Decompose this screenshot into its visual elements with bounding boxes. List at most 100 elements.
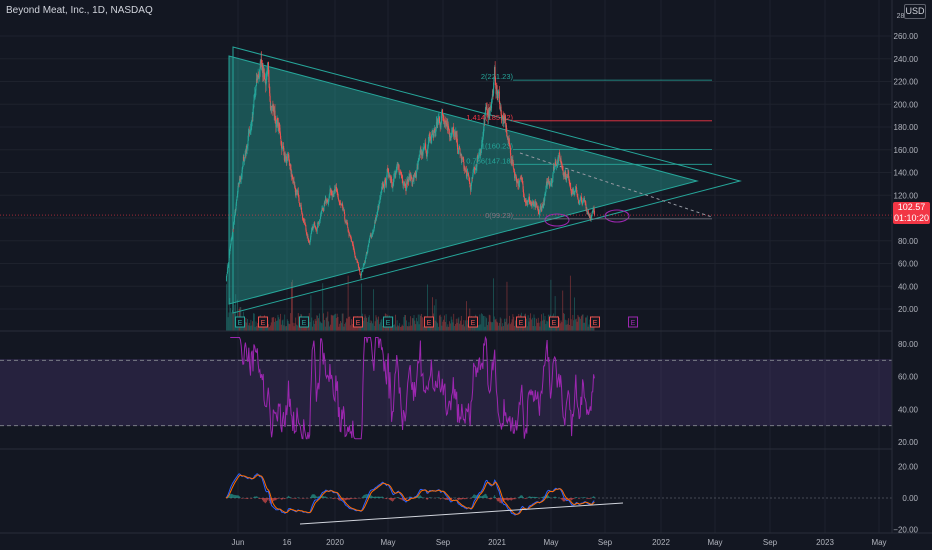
candle-body bbox=[507, 136, 509, 141]
candle-body bbox=[452, 128, 454, 132]
candle-body bbox=[593, 208, 595, 211]
macd-histogram-bar bbox=[311, 494, 313, 498]
macd-histogram-bar bbox=[333, 498, 335, 499]
volume-bar bbox=[500, 318, 502, 331]
candle-body bbox=[336, 188, 338, 191]
candle-body bbox=[574, 189, 576, 191]
volume-bar bbox=[405, 315, 406, 331]
macd-histogram-bar bbox=[490, 498, 491, 500]
candle-body bbox=[541, 209, 543, 211]
candle-body bbox=[450, 135, 452, 137]
volume-bar bbox=[377, 319, 379, 331]
volume-bar bbox=[479, 314, 481, 331]
volume-bar bbox=[583, 322, 585, 331]
macd-histogram-bar bbox=[256, 496, 257, 498]
volume-bar bbox=[482, 315, 484, 331]
macd-histogram-bar bbox=[471, 497, 473, 498]
macd-histogram-bar bbox=[563, 498, 565, 502]
candle-body bbox=[280, 133, 281, 139]
macd-histogram-bar bbox=[512, 498, 514, 500]
candle-body bbox=[351, 241, 353, 244]
macd-histogram-bar bbox=[393, 498, 395, 500]
volume-bar bbox=[495, 318, 497, 331]
candle-body bbox=[580, 196, 582, 198]
candle-body bbox=[279, 127, 281, 134]
macd-histogram-bar bbox=[501, 498, 503, 504]
candle-body bbox=[441, 113, 443, 115]
candle-body bbox=[501, 117, 503, 121]
candle-body bbox=[575, 187, 577, 189]
volume-bar bbox=[462, 324, 464, 331]
macd-histogram-bar bbox=[397, 496, 398, 498]
candle-body bbox=[413, 173, 415, 177]
candle-body bbox=[531, 205, 533, 206]
candle-body bbox=[453, 128, 455, 136]
candle-body bbox=[230, 239, 232, 245]
candle-body bbox=[362, 264, 364, 268]
candle-body bbox=[233, 224, 235, 230]
candle-body bbox=[240, 179, 242, 181]
macd-histogram-bar bbox=[245, 498, 247, 499]
volume-bar bbox=[318, 313, 320, 331]
volume-bar bbox=[554, 296, 556, 331]
candle-body bbox=[306, 233, 308, 237]
volume-bar bbox=[414, 320, 416, 331]
candle-body bbox=[376, 211, 378, 216]
triangle-outer bbox=[232, 46, 742, 314]
candle-body bbox=[466, 173, 468, 176]
macd-histogram-bar bbox=[531, 497, 533, 498]
macd-histogram-bar bbox=[312, 494, 314, 498]
candle-body bbox=[299, 203, 300, 205]
candle-body bbox=[281, 143, 283, 151]
candle-body bbox=[425, 151, 427, 154]
candle-body bbox=[425, 148, 427, 152]
candle-body bbox=[284, 155, 286, 161]
volume-bar bbox=[394, 324, 395, 331]
volume-bar bbox=[511, 319, 513, 331]
candle-body bbox=[398, 169, 400, 175]
volume-bar bbox=[514, 325, 515, 331]
volume-bar bbox=[580, 318, 581, 331]
macd-histogram-bar bbox=[377, 496, 379, 498]
volume-bar bbox=[290, 313, 292, 331]
candle-body bbox=[300, 204, 302, 208]
candle-body bbox=[580, 198, 581, 201]
macd-histogram-bar bbox=[473, 494, 474, 498]
volume-bar bbox=[564, 319, 566, 331]
macd-tick: 20.00 bbox=[898, 463, 919, 472]
macd-histogram-bar bbox=[429, 497, 431, 498]
candle-body bbox=[375, 216, 377, 220]
candle-body bbox=[359, 271, 361, 274]
candle-body bbox=[509, 142, 510, 145]
volume-bar bbox=[308, 313, 310, 331]
volume-bar bbox=[275, 320, 277, 331]
candle-body bbox=[492, 87, 494, 96]
volume-bar bbox=[325, 317, 327, 331]
candle-body bbox=[303, 220, 305, 223]
macd-histogram-bar bbox=[376, 496, 377, 498]
fib-label: 1(160.23) bbox=[481, 141, 514, 150]
volume-bar bbox=[454, 325, 455, 331]
macd-histogram-bar bbox=[338, 498, 340, 501]
macd-histogram-bar bbox=[231, 494, 233, 498]
candle-body bbox=[307, 238, 309, 242]
volume-bar bbox=[390, 325, 392, 331]
price-tick: 140.00 bbox=[894, 169, 919, 178]
volume-bar bbox=[422, 326, 424, 331]
volume-bar bbox=[433, 305, 435, 331]
candle-body bbox=[301, 212, 303, 215]
volume-bar bbox=[328, 321, 330, 331]
macd-histogram-bar bbox=[484, 494, 485, 498]
candle-body bbox=[458, 146, 460, 150]
macd-histogram-bar bbox=[534, 496, 535, 498]
macd-histogram-bar bbox=[250, 498, 251, 499]
currency-button[interactable]: USD bbox=[904, 4, 926, 19]
volume-bar bbox=[460, 315, 462, 331]
macd-histogram-bar bbox=[530, 496, 532, 498]
volume-bar bbox=[244, 322, 246, 331]
volume-bar bbox=[361, 283, 363, 331]
macd-histogram-bar bbox=[315, 495, 316, 498]
candle-body bbox=[380, 192, 382, 196]
volume-bar bbox=[485, 316, 487, 331]
